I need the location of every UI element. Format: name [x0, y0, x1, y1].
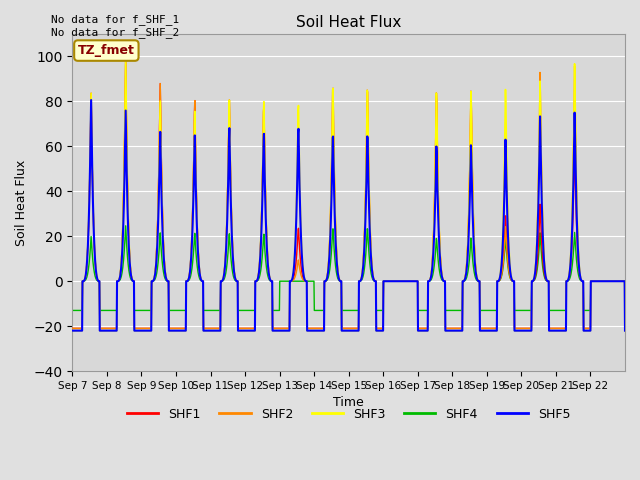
SHF5 — [156, 180, 163, 186]
SHF1 — [479, 325, 487, 331]
SHF2 — [614, 278, 622, 284]
SHF3 — [156, 160, 163, 166]
SHF3 — [561, 328, 568, 334]
SHF3 — [479, 328, 487, 334]
SHF2 — [335, 273, 342, 279]
SHF3 — [324, 267, 332, 273]
SHF4 — [335, 277, 342, 283]
Line: SHF3: SHF3 — [72, 60, 625, 331]
SHF1 — [614, 278, 622, 284]
SHF5 — [335, 274, 342, 280]
SHF1 — [156, 148, 163, 154]
SHF5 — [324, 270, 332, 276]
SHF4 — [156, 247, 163, 252]
Line: SHF4: SHF4 — [72, 226, 625, 311]
SHF2 — [324, 268, 332, 274]
Line: SHF5: SHF5 — [72, 100, 625, 331]
SHF3 — [614, 278, 622, 284]
SHF4 — [561, 308, 568, 313]
SHF5 — [479, 328, 487, 334]
SHF1 — [621, 325, 629, 331]
Line: SHF2: SHF2 — [72, 60, 625, 328]
SHF1 — [324, 267, 332, 273]
SHF1 — [122, 57, 129, 62]
SHF3 — [122, 57, 129, 62]
Text: TZ_fmet: TZ_fmet — [78, 44, 135, 57]
Legend: SHF1, SHF2, SHF3, SHF4, SHF5: SHF1, SHF2, SHF3, SHF4, SHF5 — [122, 403, 575, 426]
Line: SHF1: SHF1 — [72, 60, 625, 328]
SHF5 — [87, 97, 95, 103]
Y-axis label: Soil Heat Flux: Soil Heat Flux — [15, 159, 28, 246]
SHF4 — [614, 278, 622, 284]
X-axis label: Time: Time — [333, 396, 364, 409]
SHF1 — [561, 325, 568, 331]
Title: Soil Heat Flux: Soil Heat Flux — [296, 15, 401, 30]
SHF2 — [156, 148, 163, 154]
Text: No data for f_SHF_1
No data for f_SHF_2: No data for f_SHF_1 No data for f_SHF_2 — [51, 14, 179, 38]
SHF3 — [621, 328, 629, 334]
SHF5 — [621, 328, 629, 334]
SHF2 — [479, 325, 487, 331]
SHF2 — [122, 57, 129, 62]
SHF2 — [621, 325, 629, 331]
SHF4 — [122, 223, 129, 228]
SHF2 — [68, 325, 76, 331]
SHF5 — [614, 278, 622, 284]
SHF4 — [621, 308, 629, 313]
SHF3 — [68, 328, 76, 334]
SHF5 — [561, 328, 568, 334]
SHF5 — [68, 328, 76, 334]
SHF4 — [324, 275, 332, 281]
SHF1 — [335, 273, 342, 278]
SHF3 — [335, 273, 342, 278]
SHF4 — [479, 308, 487, 313]
SHF2 — [561, 325, 568, 331]
SHF1 — [68, 325, 76, 331]
SHF4 — [68, 308, 76, 313]
